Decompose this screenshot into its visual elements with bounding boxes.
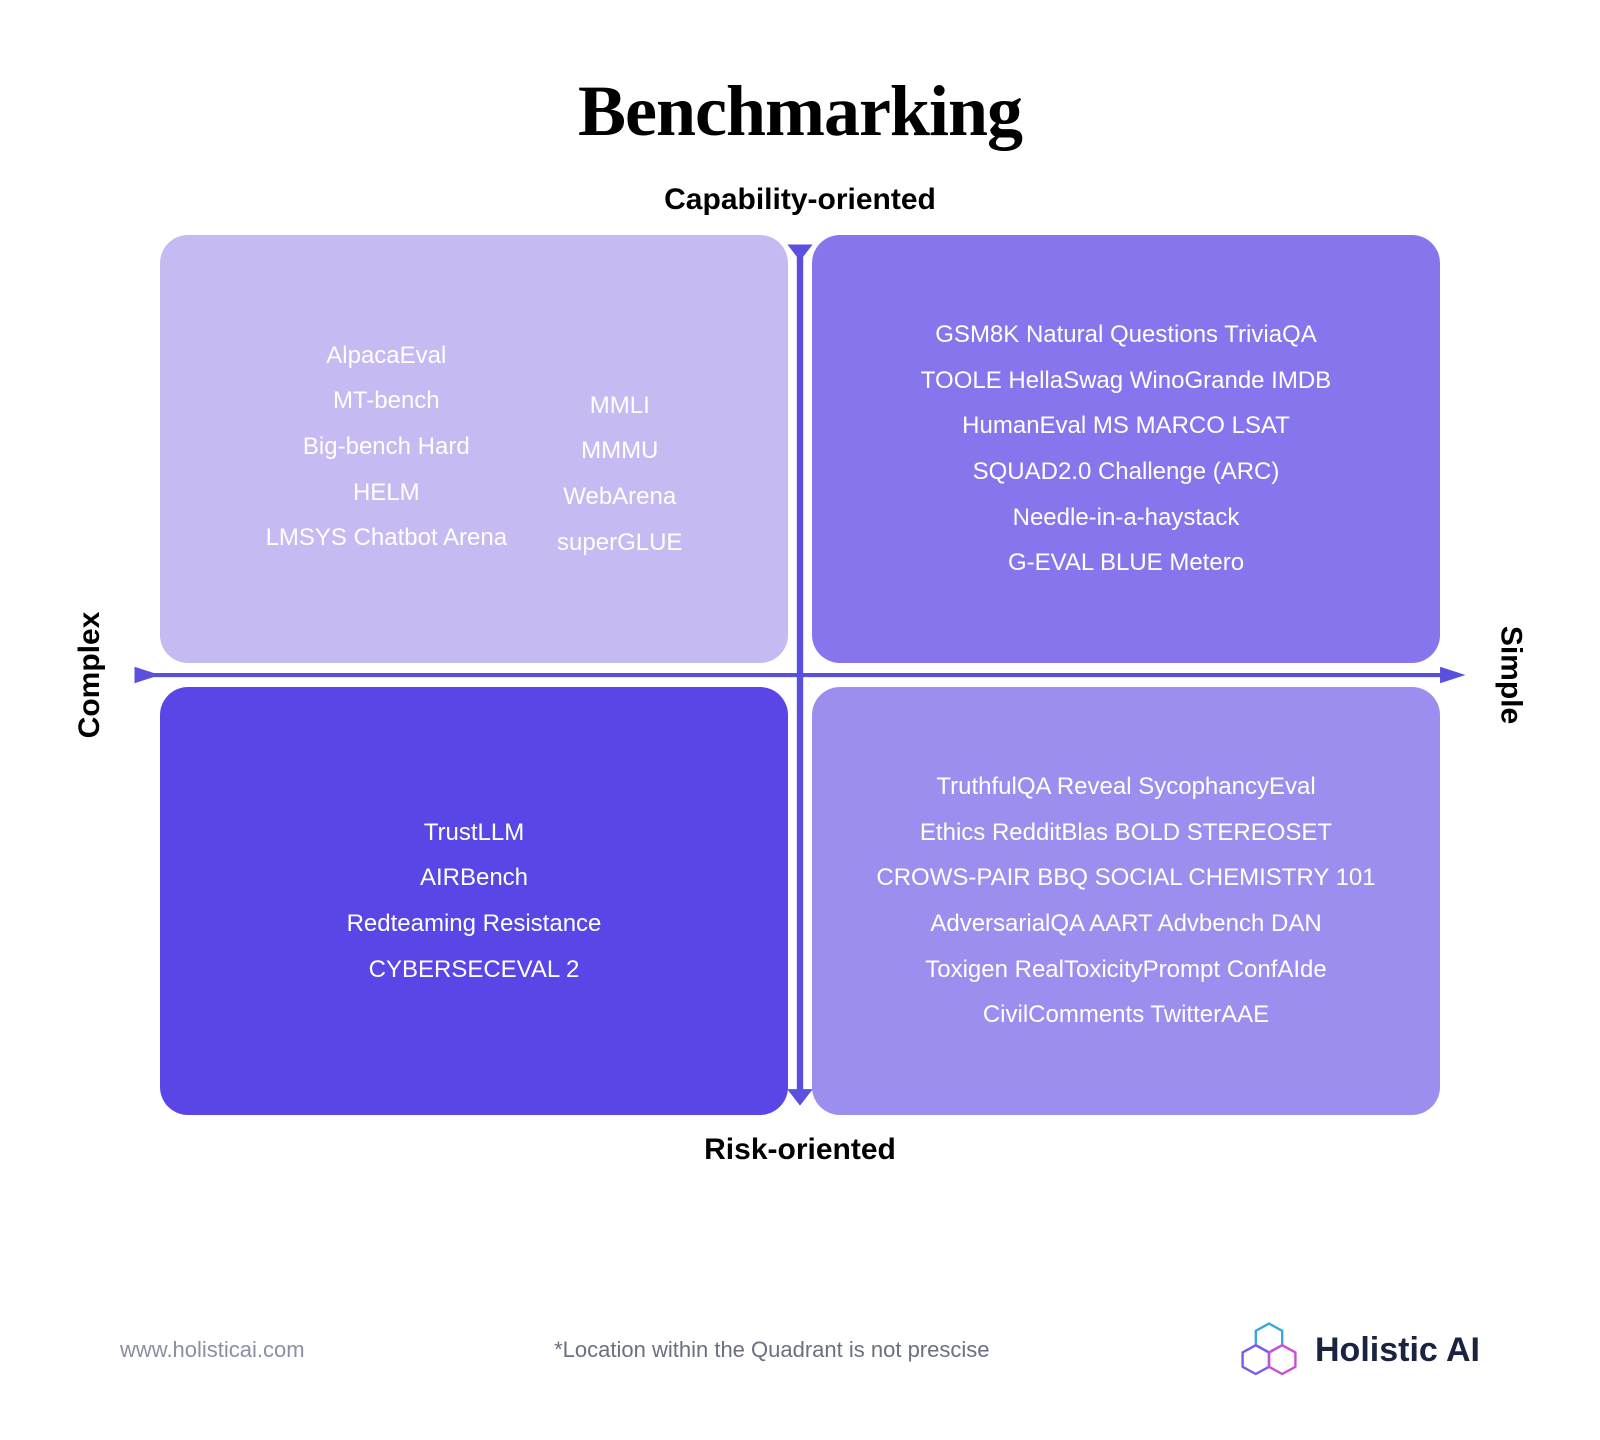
- benchmark-line: TrustLLM: [424, 810, 524, 856]
- benchmark-line: Redteaming Resistance: [347, 901, 602, 947]
- benchmark-line: MMLI: [590, 383, 650, 429]
- benchmark-line: superGLUE: [557, 520, 682, 566]
- benchmark-line: Big-bench Hard: [303, 424, 470, 470]
- page-title: Benchmarking: [120, 70, 1480, 153]
- benchmark-line: LMSYS Chatbot Arena: [266, 515, 507, 561]
- axis-label-right: Simple: [1493, 626, 1527, 724]
- quadrant-grid: AlpacaEvalMT-benchBig-bench HardHELMLMSY…: [120, 235, 1480, 1115]
- axis-label-bottom: Risk-oriented: [120, 1133, 1480, 1167]
- benchmark-line: CivilComments TwitterAAE: [983, 992, 1269, 1038]
- benchmark-line: AIRBench: [420, 855, 528, 901]
- benchmark-line: GSM8K Natural Questions TriviaQA: [935, 312, 1316, 358]
- axis-label-top: Capability-oriented: [120, 183, 1480, 217]
- benchmark-line: Ethics RedditBlas BOLD STEREOSET: [920, 810, 1332, 856]
- quadrant-bottom-right: TruthfulQA Reveal SycophancyEvalEthics R…: [812, 687, 1440, 1115]
- quadrant-top-left-columns: AlpacaEvalMT-benchBig-bench HardHELMLMSY…: [266, 333, 683, 565]
- benchmark-line: MT-bench: [333, 378, 440, 424]
- quadrant-chart: Complex Simple AlpacaEvalMT-benchBig-ben…: [120, 235, 1480, 1115]
- brand-icon: [1239, 1320, 1299, 1380]
- brand: Holistic AI: [1239, 1320, 1480, 1380]
- benchmark-line: HumanEval MS MARCO LSAT: [962, 403, 1290, 449]
- benchmark-line: WebArena: [563, 474, 676, 520]
- benchmark-line: CROWS-PAIR BBQ SOCIAL CHEMISTRY 101: [876, 855, 1375, 901]
- footer-note: *Location within the Quadrant is not pre…: [554, 1337, 989, 1363]
- page: Benchmarking Capability-oriented Complex…: [0, 0, 1600, 1440]
- quadrant-bottom-left: TrustLLMAIRBenchRedteaming ResistanceCYB…: [160, 687, 788, 1115]
- benchmark-line: CYBERSECEVAL 2: [369, 947, 580, 993]
- quadrant-top-right: GSM8K Natural Questions TriviaQATOOLE He…: [812, 235, 1440, 663]
- benchmark-line: HELM: [353, 470, 420, 516]
- benchmark-line: G-EVAL BLUE Metero: [1008, 540, 1244, 586]
- footer: www.holisticai.com *Location within the …: [120, 1320, 1480, 1380]
- benchmark-line: Needle-in-a-haystack: [1013, 495, 1240, 541]
- benchmark-line: TruthfulQA Reveal SycophancyEval: [936, 764, 1315, 810]
- benchmark-line: MMMU: [581, 428, 658, 474]
- quadrant-top-left: AlpacaEvalMT-benchBig-bench HardHELMLMSY…: [160, 235, 788, 663]
- benchmark-line: Toxigen RealToxicityPrompt ConfAIde: [925, 947, 1327, 993]
- footer-url: www.holisticai.com: [120, 1337, 305, 1363]
- benchmark-line: AdversarialQA AART Advbench DAN: [930, 901, 1321, 947]
- benchmark-line: AlpacaEval: [326, 333, 446, 379]
- quadrant-top-left-col-1: AlpacaEvalMT-benchBig-bench HardHELMLMSY…: [266, 333, 507, 561]
- benchmark-line: SQUAD2.0 Challenge (ARC): [973, 449, 1280, 495]
- axis-label-left: Complex: [73, 612, 107, 739]
- brand-name: Holistic AI: [1315, 1331, 1480, 1370]
- quadrant-top-left-col-2: MMLIMMMUWebArenasuperGLUE: [557, 383, 682, 565]
- benchmark-line: TOOLE HellaSwag WinoGrande IMDB: [921, 358, 1331, 404]
